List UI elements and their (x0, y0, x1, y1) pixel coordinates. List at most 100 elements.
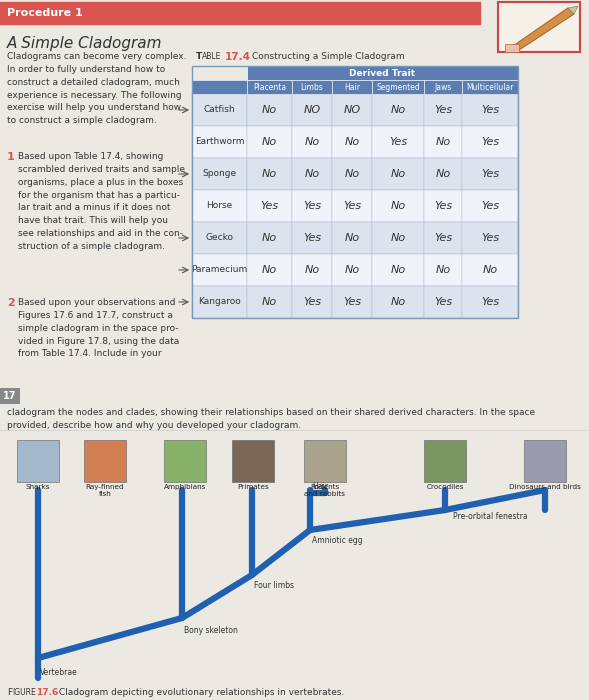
Text: Yes: Yes (481, 169, 499, 179)
Bar (292, 254, 332, 286)
Text: No: No (305, 169, 320, 179)
Bar (424, 286, 462, 318)
Text: Yes: Yes (481, 137, 499, 147)
Bar (372, 286, 424, 318)
Text: Paramecium: Paramecium (191, 265, 247, 274)
Bar (462, 254, 518, 286)
Bar (424, 440, 466, 482)
Bar (232, 440, 274, 482)
Bar (247, 126, 292, 158)
Bar (498, 2, 580, 52)
Text: Four limbs: Four limbs (254, 581, 294, 590)
Text: Kangaroo: Kangaroo (198, 298, 241, 307)
Text: No: No (262, 137, 277, 147)
Text: Yes: Yes (389, 137, 407, 147)
Text: Sharks: Sharks (26, 484, 50, 490)
Text: Based upon your observations and
Figures 17.6 and 17.7, construct a
simple clado: Based upon your observations and Figures… (18, 298, 179, 358)
Text: NO: NO (303, 105, 320, 115)
Bar (192, 286, 247, 318)
Bar (292, 126, 332, 158)
Text: No: No (391, 265, 406, 275)
Bar (372, 158, 424, 190)
Text: Gecko: Gecko (206, 234, 233, 242)
Bar (372, 80, 424, 94)
Bar (247, 190, 292, 222)
Bar (192, 66, 518, 318)
Bar (424, 158, 462, 190)
Bar (462, 80, 518, 94)
Text: Yes: Yes (434, 105, 452, 115)
Bar (332, 158, 372, 190)
Bar (424, 126, 462, 158)
Text: Earthworm: Earthworm (195, 137, 244, 146)
Text: Vertebrae: Vertebrae (40, 668, 78, 677)
Text: 17.6: 17.6 (36, 688, 58, 697)
Text: Yes: Yes (434, 233, 452, 243)
Bar (424, 222, 462, 254)
Bar (462, 190, 518, 222)
Bar (164, 440, 206, 482)
Text: Yes: Yes (481, 233, 499, 243)
Text: Rodents
and rabbits: Rodents and rabbits (305, 484, 346, 498)
Bar (292, 94, 332, 126)
Text: Based upon Table 17.4, showing
scrambled derived traits and sample
organisms, pl: Based upon Table 17.4, showing scrambled… (18, 152, 185, 251)
Bar (292, 286, 332, 318)
Bar (0, 2, 480, 24)
Bar (292, 190, 332, 222)
Text: cladogram the nodes and clades, showing their relationships based on their share: cladogram the nodes and clades, showing … (7, 408, 535, 430)
Text: Yes: Yes (434, 201, 452, 211)
Text: Horse: Horse (206, 202, 233, 211)
Bar (292, 222, 332, 254)
Bar (424, 94, 462, 126)
Text: No: No (305, 265, 320, 275)
Text: Amphibians: Amphibians (164, 484, 206, 490)
Text: Yes: Yes (303, 297, 321, 307)
Bar (332, 222, 372, 254)
Bar (192, 190, 247, 222)
Text: Procedure 1: Procedure 1 (7, 8, 82, 18)
Text: Constructing a Simple Cladogram: Constructing a Simple Cladogram (252, 52, 405, 61)
Bar (192, 254, 247, 286)
Text: Jaws: Jaws (434, 83, 452, 92)
Bar (247, 254, 292, 286)
Text: Yes: Yes (303, 233, 321, 243)
Text: Hair: Hair (312, 482, 328, 491)
Text: No: No (345, 233, 359, 243)
Text: No: No (391, 201, 406, 211)
Text: 2: 2 (7, 298, 15, 308)
Text: Primates: Primates (237, 484, 269, 490)
Text: Placenta: Placenta (253, 83, 286, 92)
Bar (192, 158, 247, 190)
Text: No: No (262, 233, 277, 243)
Text: Dinosaurs and birds: Dinosaurs and birds (509, 484, 581, 490)
Bar (372, 126, 424, 158)
Bar (247, 66, 518, 80)
Bar (247, 158, 292, 190)
Text: No: No (345, 265, 359, 275)
Polygon shape (568, 6, 578, 14)
Bar (304, 440, 346, 482)
Text: Sponge: Sponge (203, 169, 237, 178)
Bar (462, 126, 518, 158)
Bar (505, 44, 519, 52)
Text: No: No (262, 297, 277, 307)
Bar (332, 94, 372, 126)
Text: 17: 17 (4, 391, 16, 401)
Text: No: No (435, 137, 451, 147)
Text: Yes: Yes (434, 297, 452, 307)
Bar (424, 80, 462, 94)
Bar (524, 440, 566, 482)
Text: No: No (435, 265, 451, 275)
Bar (192, 80, 247, 94)
Text: 17.4: 17.4 (225, 52, 251, 62)
Text: Yes: Yes (481, 105, 499, 115)
Text: No: No (262, 169, 277, 179)
Text: T: T (196, 52, 202, 61)
Bar (247, 80, 292, 94)
Text: Yes: Yes (303, 201, 321, 211)
Bar (0, 388, 20, 404)
Text: Limbs: Limbs (300, 83, 323, 92)
Text: Amniotic egg: Amniotic egg (312, 536, 363, 545)
Text: Ray-finned
fish: Ray-finned fish (85, 484, 124, 498)
Text: Hair: Hair (344, 83, 360, 92)
